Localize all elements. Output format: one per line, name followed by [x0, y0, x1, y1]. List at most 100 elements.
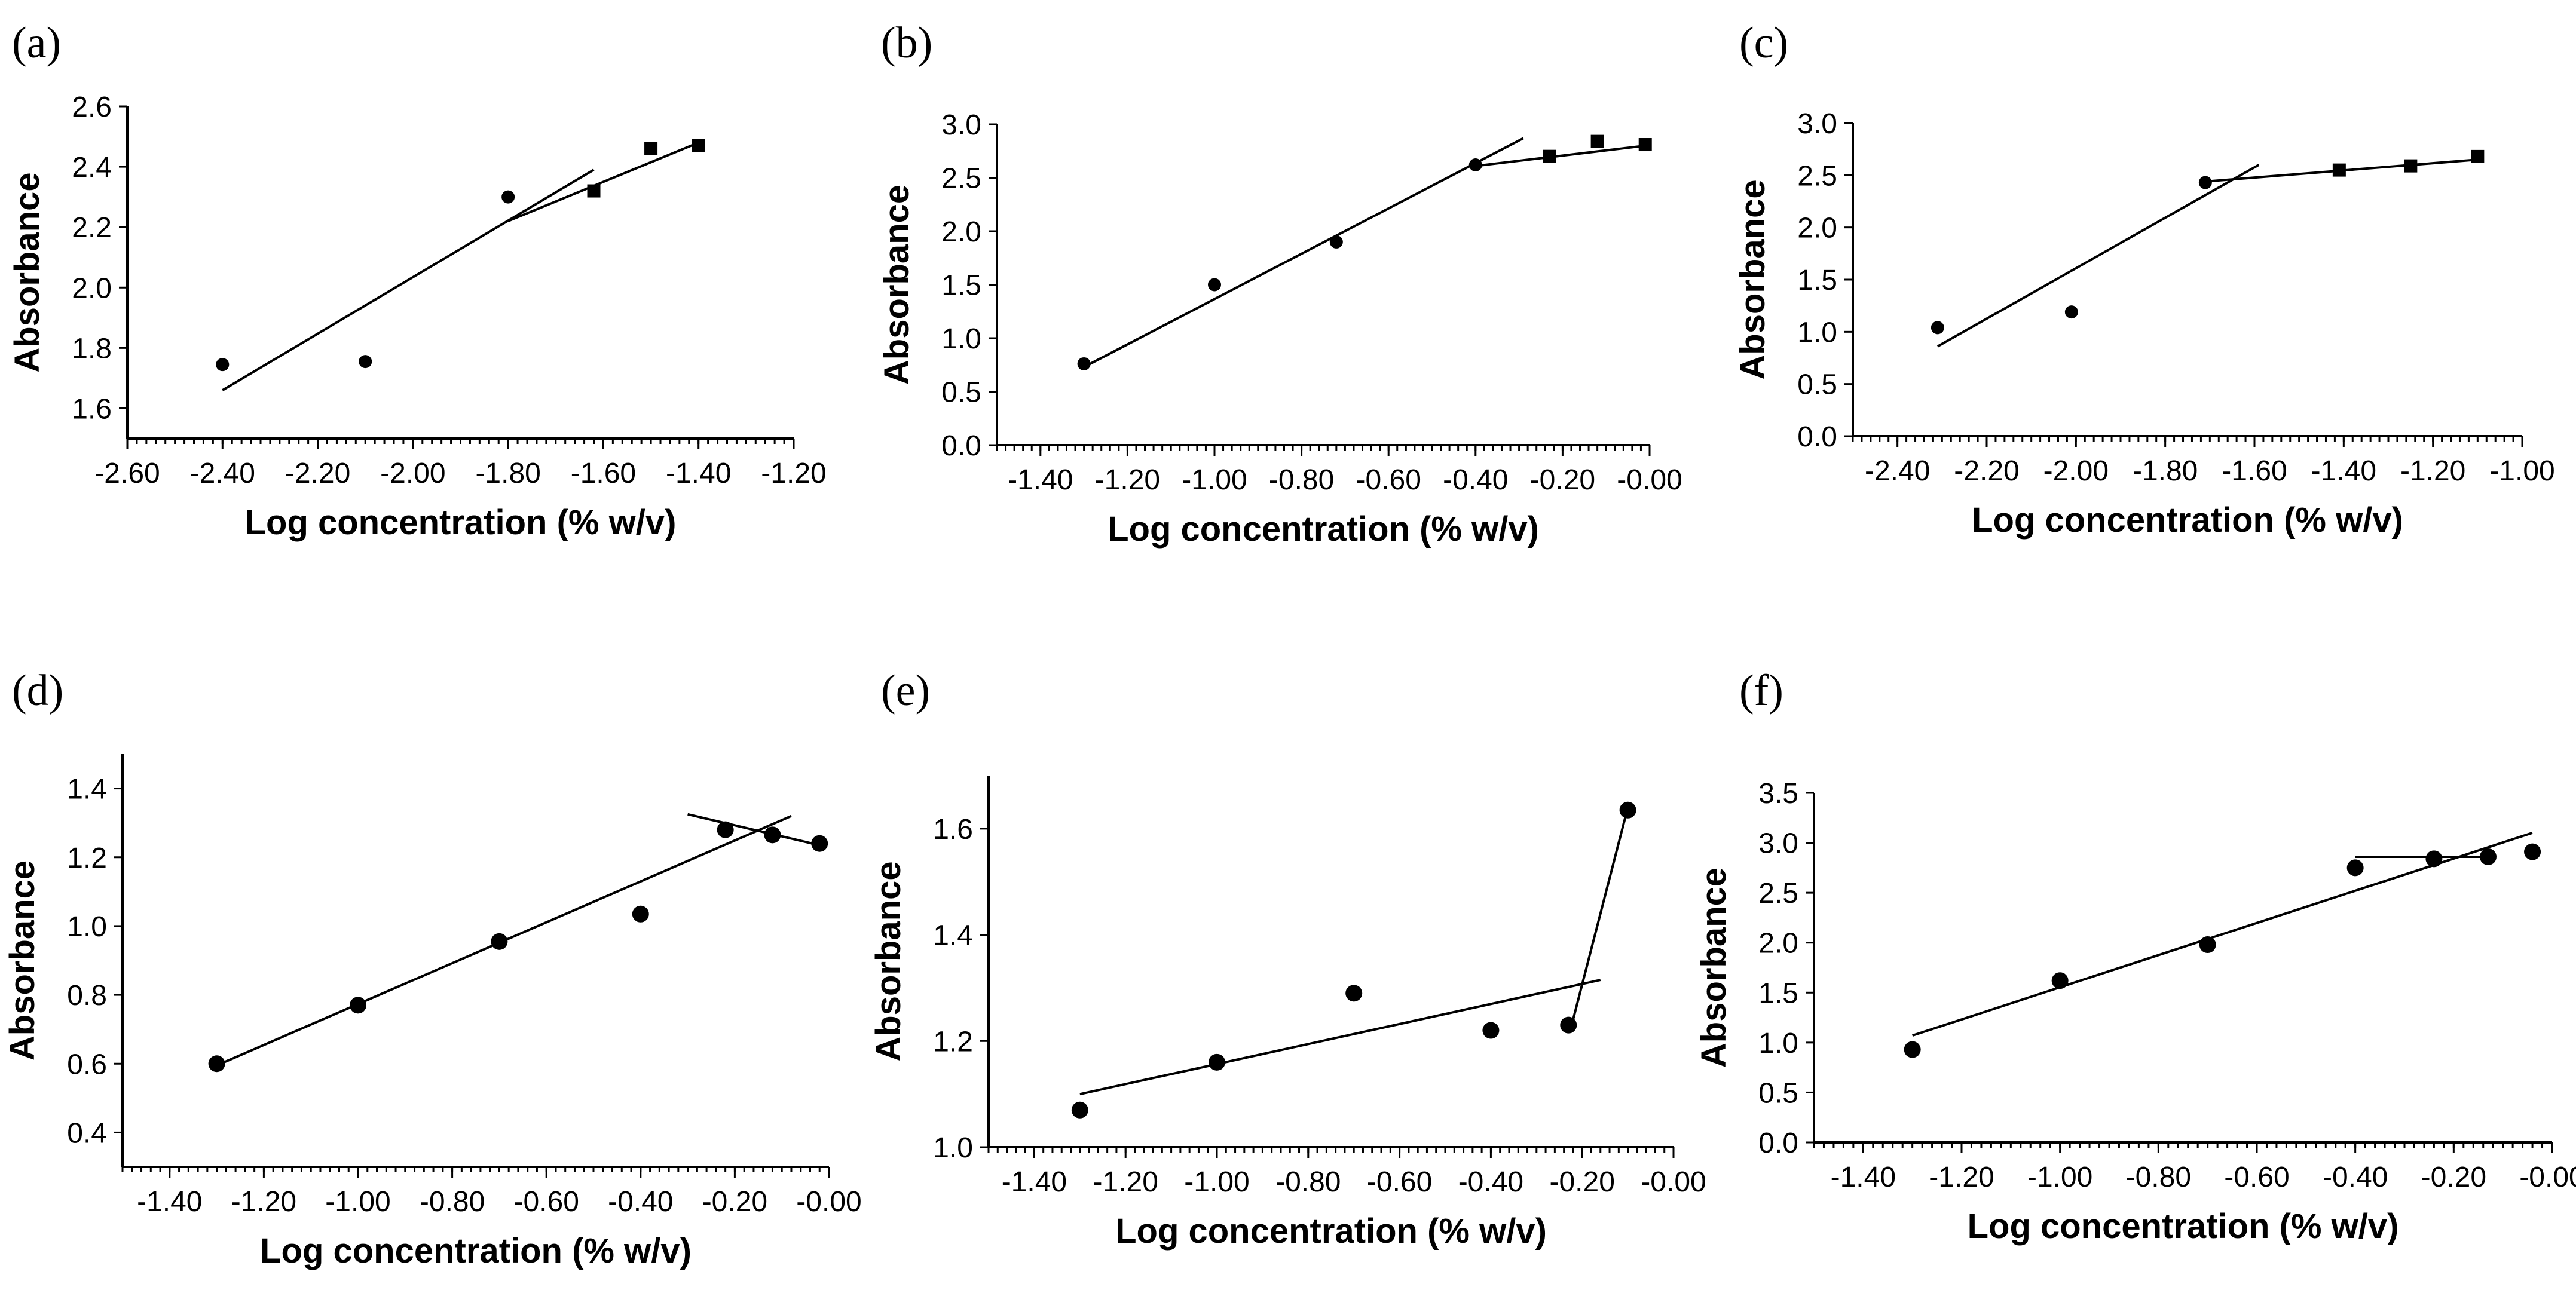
y-tick-label: 2.0	[72, 272, 112, 304]
data-point-circle	[1209, 1053, 1225, 1071]
data-point-circle	[1904, 1041, 1921, 1058]
data-point-circle	[811, 835, 828, 852]
x-axis-label: Log concentration (% w/v)	[1968, 1207, 2399, 1246]
x-tick-label: -1.20	[1093, 1166, 1158, 1198]
x-tick-label: -1.20	[2400, 455, 2465, 487]
x-tick-label: -1.60	[571, 458, 636, 489]
data-point-square	[587, 184, 601, 198]
fit-line	[1571, 807, 1629, 1021]
y-tick-label: 3.5	[1758, 778, 1798, 810]
x-tick-label: -1.00	[1182, 464, 1247, 496]
chart-panel-d: (d) 0.4 0.6 0.8 1.0 1.2 1.4 -1.40 -1.20 -1.00 -0.8…	[3, 666, 862, 1270]
y-tick-label: 0.0	[1797, 421, 1837, 453]
fit-line	[1936, 164, 2260, 348]
y-tick-label: 0.6	[67, 1049, 107, 1080]
chart-panel-a: (a) 1.6 1.8 2.0 2.2 2.4 2.6 -2.60 -2.40 -2.20 -2.0…	[8, 19, 827, 542]
y-tick-label: 3.0	[1758, 828, 1798, 860]
data-point-circle	[1071, 1101, 1088, 1119]
x-tick-label: -0.00	[1641, 1166, 1706, 1198]
y-tick-label: 0.5	[1797, 369, 1837, 401]
x-tick-label: -1.40	[1008, 464, 1073, 496]
data-point-circle	[1468, 158, 1482, 172]
x-tick-label: -1.20	[1929, 1162, 1994, 1193]
y-axis-label: Absorbance	[869, 861, 908, 1061]
x-tick-label: -0.00	[2519, 1162, 2576, 1193]
y-tick-label: 1.5	[1797, 265, 1837, 296]
y-tick-label: 2.6	[72, 91, 112, 123]
x-tick-label: -0.00	[1617, 464, 1682, 496]
fit-line	[1079, 979, 1601, 1096]
x-tick-label: -0.40	[1458, 1166, 1523, 1198]
x-tick-label: -1.00	[325, 1186, 390, 1218]
data-point-circle	[2346, 859, 2364, 877]
chart-panel-b: (b)0.00.51.01.52.02.53.0-1.40 -1.20 -1.00-…	[877, 19, 1682, 549]
y-tick-label: 1.8	[72, 333, 112, 364]
x-tick-label: -1.40	[137, 1186, 202, 1218]
x-tick-label: -2.00	[380, 458, 445, 489]
x-tick-label: -0.20	[702, 1186, 767, 1218]
fit-line	[687, 813, 820, 847]
x-tick-label: -0.20	[2421, 1162, 2486, 1193]
data-point-circle	[2479, 848, 2497, 865]
chart-panel-f: (f) 0.0 0.5 1.0 1.5 2.0 2.5 3.0 3.5 -1.40 -1.20 -1.…	[1694, 666, 2576, 1246]
x-tick-label: -1.60	[2222, 455, 2287, 487]
data-point-square	[1590, 134, 1604, 148]
data-point-circle	[717, 821, 734, 838]
y-axis-label: Absorbance	[877, 185, 916, 385]
y-tick-label: 1.6	[933, 814, 973, 845]
x-tick-label: -0.00	[796, 1186, 861, 1218]
data-point-circle	[208, 1055, 225, 1073]
fit-line	[1912, 831, 2533, 1037]
data-point-circle	[491, 933, 508, 950]
fit-line	[507, 141, 699, 222]
fit-line	[1083, 137, 1524, 369]
data-point-square	[644, 142, 658, 155]
y-tick-label: 1.5	[941, 270, 981, 302]
y-tick-label: 1.2	[933, 1026, 973, 1058]
x-tick-label: -0.40	[1443, 464, 1508, 496]
fit-line	[222, 168, 595, 391]
y-tick-label: 0.4	[67, 1117, 107, 1149]
data-point-circle	[2425, 850, 2443, 868]
data-point-circle	[632, 905, 649, 923]
y-tick-label: 1.6	[72, 393, 112, 425]
data-point-circle	[216, 358, 230, 372]
y-tick-label: 1.0	[941, 323, 981, 355]
data-point-circle	[501, 190, 515, 204]
y-tick-label: 2.0	[1758, 928, 1798, 960]
x-tick-label: -1.80	[2133, 455, 2198, 487]
data-point-circle	[1482, 1022, 1500, 1039]
data-point-circle	[1077, 357, 1091, 370]
data-point-square	[2404, 159, 2418, 173]
y-axis-label: Absorbance	[3, 860, 42, 1061]
y-tick-label: 0.5	[1758, 1077, 1798, 1109]
panel-label: (e)	[881, 666, 930, 715]
y-tick-label: 0.8	[67, 980, 107, 1012]
data-point-square	[2332, 163, 2346, 177]
x-tick-label: -1.00	[2027, 1162, 2092, 1193]
data-point-square	[692, 139, 705, 152]
y-axis-label: Absorbance	[1694, 868, 1733, 1068]
y-tick-label: 1.0	[1797, 317, 1837, 348]
x-tick-label: -0.80	[1275, 1166, 1341, 1198]
fit-line	[1475, 144, 1645, 167]
data-point-circle	[359, 355, 372, 369]
x-tick-label: -2.20	[1954, 455, 2019, 487]
data-point-circle	[1208, 278, 1221, 292]
x-tick-label: -0.40	[608, 1186, 673, 1218]
x-tick-label: -2.60	[94, 458, 160, 489]
y-tick-label: 0.5	[941, 377, 981, 409]
x-tick-label: -0.40	[2323, 1162, 2388, 1193]
y-tick-label: 3.0	[941, 109, 981, 141]
y-tick-label: 2.2	[72, 212, 112, 244]
data-point-circle	[2199, 936, 2216, 954]
x-tick-label: -1.00	[1184, 1166, 1249, 1198]
x-tick-label: -0.80	[420, 1186, 485, 1218]
data-point-circle	[1345, 985, 1363, 1002]
x-tick-label: -0.60	[2224, 1162, 2289, 1193]
y-axis-label: Absorbance	[8, 172, 47, 372]
y-tick-label: 1.0	[933, 1132, 973, 1164]
x-axis-label: Log concentration (% w/v)	[260, 1231, 692, 1270]
data-point-square	[2471, 149, 2485, 163]
